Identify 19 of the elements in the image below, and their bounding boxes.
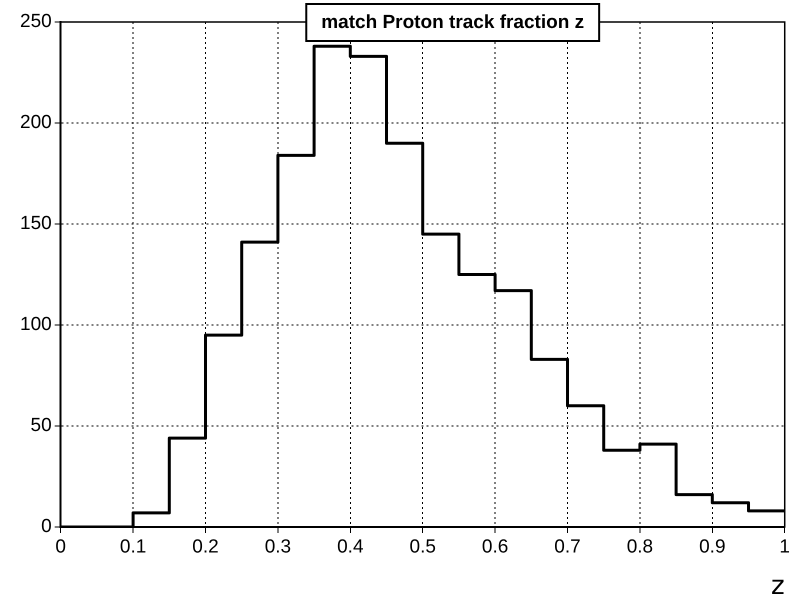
x-tick-label: 0.3 — [264, 536, 292, 558]
y-tick-label: 0 — [41, 516, 52, 538]
x-tick-label: 0.8 — [626, 536, 654, 558]
x-tick-label: 0 — [55, 536, 66, 558]
x-tick-label: 0.5 — [410, 536, 436, 558]
y-tick-label: 250 — [20, 11, 52, 32]
y-tick-label: 200 — [20, 112, 52, 134]
y-tick-label: 50 — [30, 415, 52, 436]
x-tick-label: 0.6 — [482, 536, 508, 558]
y-tick-label: 100 — [20, 314, 52, 336]
x-tick-label: 0.7 — [554, 536, 581, 558]
x-tick-label: 1 — [779, 536, 790, 558]
x-tick-label: 0.1 — [120, 536, 146, 558]
chart-title: match Proton track fraction z — [321, 12, 584, 34]
y-tick-label: 150 — [20, 213, 52, 234]
x-tick-label: 0.4 — [337, 536, 364, 558]
x-tick-label: 0.9 — [699, 536, 726, 558]
x-axis-title: z — [771, 571, 785, 602]
x-tick-label: 0.2 — [192, 536, 219, 558]
